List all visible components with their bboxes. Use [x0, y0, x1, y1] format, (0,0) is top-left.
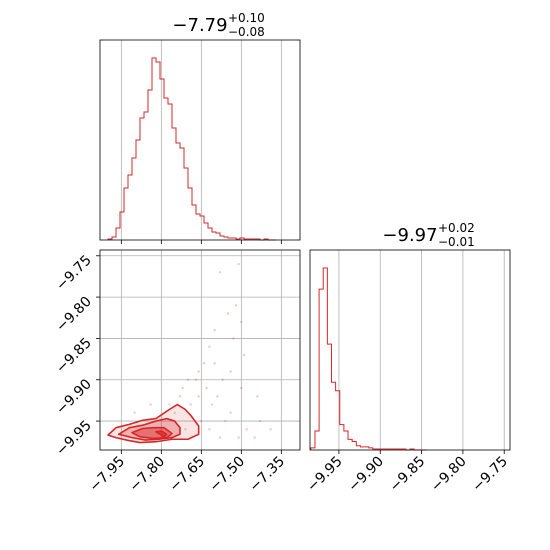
hist-x-title-minus: −0.08	[228, 25, 265, 39]
scatter-point	[237, 436, 240, 439]
scatter-y-tick-label: −9.85	[53, 335, 95, 377]
scatter-point	[133, 411, 136, 415]
scatter-point	[240, 386, 243, 390]
scatter-point	[224, 419, 227, 423]
scatter-point	[178, 395, 182, 398]
scatter-point	[218, 436, 222, 439]
scatter-point	[194, 378, 198, 381]
scatter-x-tick-label: −7.80	[127, 454, 169, 496]
contour-outer	[107, 403, 200, 444]
scatter-point	[256, 395, 259, 398]
scatter-point	[229, 370, 232, 373]
scatter-point	[210, 403, 214, 406]
scatter-point	[168, 403, 171, 406]
scatter-point	[229, 411, 232, 415]
scatter-point	[226, 312, 230, 315]
scatter-point	[232, 337, 235, 340]
hist-x-series	[107, 57, 276, 241]
hist-y-grid	[338, 250, 505, 450]
scatter-point	[216, 395, 219, 398]
scatter-point	[181, 386, 184, 390]
scatter-contours	[107, 403, 200, 444]
scatter-point	[245, 428, 248, 431]
hist-y-tick-label: −9.80	[428, 454, 470, 496]
scatter-y-tick-label: −9.90	[53, 376, 95, 418]
scatter-x-tick-label: −7.65	[167, 454, 209, 496]
scatter-point	[197, 370, 200, 373]
scatter-x-tick-label: −7.35	[247, 454, 289, 496]
scatter-point	[208, 345, 211, 348]
scatter-point	[218, 271, 222, 274]
scatter-point	[221, 378, 224, 381]
scatter-panel: −7.95−7.80−7.65−7.50−7.35 −9.75−9.80−9.8…	[53, 249, 301, 496]
scatter-frame	[99, 249, 301, 451]
hist-x-title: −7.79	[172, 15, 227, 36]
scatter-point	[213, 362, 216, 365]
scatter-point	[197, 395, 200, 398]
scatter-point	[189, 403, 192, 406]
scatter-grid	[100, 250, 300, 450]
scatter-point	[208, 428, 211, 431]
hist-y-tick-label: −9.95	[304, 454, 346, 496]
scatter-point	[242, 353, 246, 357]
hist-x-grid	[120, 40, 282, 240]
scatter-x-tick-label: −7.95	[87, 454, 129, 496]
scatter-point	[258, 419, 262, 423]
scatter-point	[186, 378, 190, 381]
hist-y-frame	[309, 249, 511, 451]
hist-x-ticks	[120, 240, 282, 244]
scatter-point	[173, 411, 176, 415]
scatter-y-tick-label: −9.95	[53, 418, 95, 460]
scatter-yticks: −9.75−9.80−9.85−9.90−9.95	[53, 252, 100, 459]
scatter-point	[205, 386, 208, 390]
scatter-point	[240, 320, 243, 324]
scatter-point	[149, 403, 152, 406]
hist-y-tick-label: −9.90	[345, 454, 387, 496]
scatter-point	[184, 428, 187, 431]
scatter-point	[237, 262, 240, 266]
hist-y-tick-label: −9.75	[469, 454, 511, 496]
scatter-y-tick-label: −9.80	[53, 294, 95, 336]
hist-y-panel: −9.95 −9.90 −9.85 −9.80 −9.75 −9.97 +0.02 −0…	[304, 221, 511, 495]
hist-x-frame	[99, 39, 301, 241]
scatter-point	[253, 436, 256, 439]
scatter-x-tick-label: −7.50	[207, 454, 249, 496]
scatter-point	[200, 419, 203, 423]
hist-y-ticks: −9.95 −9.90 −9.85 −9.80 −9.75	[304, 450, 511, 495]
scatter-point	[234, 304, 238, 307]
scatter-point	[213, 328, 216, 332]
hist-x-panel: −7.79 +0.10 −0.08	[99, 11, 301, 244]
scatter-points	[133, 262, 272, 439]
contour-core	[155, 430, 168, 438]
scatter-y-tick-label: −9.75	[53, 252, 95, 294]
scatter-point	[202, 362, 206, 365]
hist-y-title: −9.97	[382, 225, 437, 246]
hist-y-tick-label: −9.85	[387, 454, 429, 496]
hist-y-title-minus: −0.01	[438, 235, 475, 249]
hist-y-series	[310, 267, 427, 451]
scatter-point	[269, 428, 272, 431]
hist-x-title-plus: +0.10	[228, 11, 265, 25]
scatter-xticks: −7.95−7.80−7.65−7.50−7.35	[87, 450, 289, 496]
hist-y-title-plus: +0.02	[438, 221, 475, 235]
